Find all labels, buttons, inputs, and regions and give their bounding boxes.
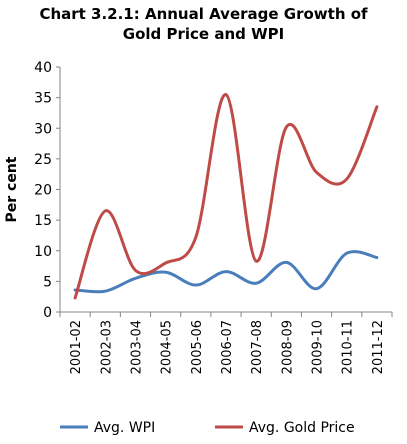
x-tick-label: 2004-05 xyxy=(160,320,175,374)
x-tick-label: 2001-02 xyxy=(69,320,84,374)
chart-title: Chart 3.2.1: Annual Average Growth of Go… xyxy=(0,4,407,44)
y-tick-label: 5 xyxy=(43,274,52,290)
x-tick-label: 2005-06 xyxy=(190,320,205,374)
series-line-avg-wpi xyxy=(73,250,379,294)
y-axis-label: Per cent xyxy=(4,156,20,222)
x-tick-label: 2006-07 xyxy=(220,320,235,374)
x-tick-label: 2010-11 xyxy=(341,320,356,374)
x-tick-label: 2002-03 xyxy=(99,320,114,374)
x-tick-label: 2003-04 xyxy=(129,320,144,374)
x-tick-label: 2007-08 xyxy=(250,320,265,374)
y-tick-label: 25 xyxy=(34,152,52,168)
x-tick-label: 2008-09 xyxy=(280,320,295,374)
y-tick-label: 20 xyxy=(34,183,52,199)
legend: Avg. WPI Avg. Gold Price xyxy=(60,420,355,436)
x-tick-label: 2011-12 xyxy=(371,320,386,374)
y-tick-label: 10 xyxy=(34,244,52,260)
chart-title-line-1: Chart 3.2.1: Annual Average Growth of xyxy=(39,5,368,23)
y-tick-label: 35 xyxy=(34,91,52,107)
y-axis-ticks: 0 5 10 15 20 25 30 35 40 xyxy=(34,60,60,321)
y-tick-label: 15 xyxy=(34,213,52,229)
series-line-avg-gold-price xyxy=(73,93,379,300)
legend-label-avg-gold-price: Avg. Gold Price xyxy=(249,420,355,436)
y-tick-label: 30 xyxy=(34,121,52,137)
x-tick-label: 2009-10 xyxy=(311,320,326,374)
series-lines xyxy=(73,93,379,300)
chart-title-line-2: Gold Price and WPI xyxy=(122,25,285,43)
x-axis-ticks: 2001-02 2002-03 2003-04 2004-05 2005-06 2006-… xyxy=(59,312,393,374)
y-tick-label: 40 xyxy=(34,60,52,76)
y-tick-label: 0 xyxy=(43,305,52,321)
chart-axes xyxy=(59,67,392,313)
legend-label-avg-wpi: Avg. WPI xyxy=(94,420,155,436)
